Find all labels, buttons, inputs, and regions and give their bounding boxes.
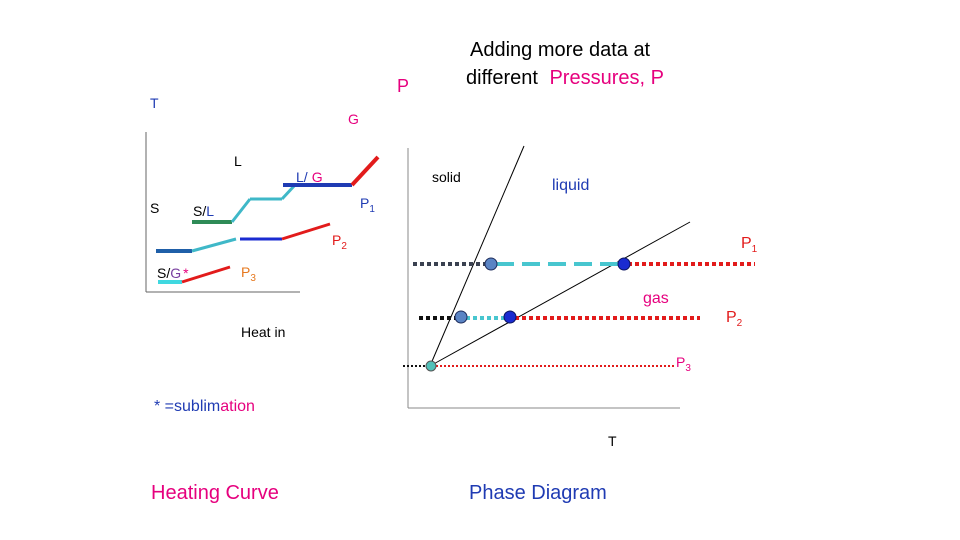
p3-triple-point [425, 360, 437, 372]
heating-liquid-label: L [234, 153, 242, 169]
p2-boiling-point [503, 310, 517, 324]
phase-p3-sub: 3 [685, 363, 691, 374]
phase-x-axis-label: T [608, 433, 617, 449]
p2-gas-segment [281, 222, 331, 241]
heating-gas-label: G [348, 111, 359, 127]
sublimation-footnote: * =sublimation [154, 398, 255, 415]
solid-liquid-boundary [429, 145, 525, 367]
heating-p1-label: P1 [360, 195, 375, 215]
p2-liquid-segment [191, 237, 237, 253]
p1-gas-segment [350, 155, 380, 187]
phase-p3-label: P3 [676, 354, 691, 374]
heating-p2-sub: 2 [341, 241, 347, 252]
slide-title-line2: different Pressures, P [466, 67, 664, 89]
slide-title-line1: Adding more data at [470, 39, 651, 61]
footnote-tail: ation [220, 398, 255, 415]
heating-p1-main: P [360, 195, 369, 211]
heating-p2-label: P2 [332, 232, 347, 252]
phase-diagram: solid liquid gas P1 P2 P3 T Phase Diagra… [403, 145, 758, 504]
heating-curve: P T G S S/L L L/G S/G * [145, 76, 409, 504]
heating-p2-main: P [332, 232, 341, 248]
heating-p3-sub: 3 [250, 273, 256, 284]
slide-title-prefix: different [466, 67, 538, 89]
heating-solid-liquid-label: S/L [193, 203, 214, 219]
p1-liquid-rise [280, 183, 297, 201]
heating-curve-caption: Heating Curve [151, 482, 279, 504]
heating-sublimation-label: S/G * [157, 265, 189, 281]
p1-melting-point [484, 257, 498, 271]
heating-t-axis-label: T [150, 95, 159, 111]
footnote-star: * [154, 398, 165, 415]
sl-s-part: S/ [193, 203, 206, 219]
phase-p2-main: P [726, 309, 737, 326]
p3-gas-segment [181, 265, 231, 284]
heating-p1-sub: 1 [369, 204, 375, 215]
phase-p1-sub: 1 [752, 244, 758, 255]
phase-liquid-label: liquid [552, 177, 589, 194]
heating-liquid-gas-label: L/G [296, 169, 323, 185]
heating-solid-label: S [150, 200, 159, 216]
phase-diagram-caption: Phase Diagram [469, 482, 607, 504]
sg-s-part: S/ [157, 265, 170, 281]
p1-heating-segment [230, 198, 252, 223]
phase-p1-main: P [741, 235, 752, 252]
phase-p1-label: P1 [741, 235, 758, 255]
slide-title-highlight: Pressures, P [549, 67, 663, 89]
p2-melting-point [454, 310, 468, 324]
lg-l-part: L/ [296, 169, 308, 185]
heating-pressure-label: P [397, 76, 409, 96]
footnote-eq: =sublim [165, 398, 221, 415]
sg-star-part: * [183, 265, 189, 281]
lg-g-part: G [312, 169, 323, 185]
heating-p3-label: P3 [241, 264, 256, 284]
sl-l-part: L [206, 203, 214, 219]
phase-solid-label: solid [432, 169, 461, 185]
phase-p3-main: P [676, 354, 685, 370]
heating-p3-main: P [241, 264, 250, 280]
phase-gas-label: gas [643, 290, 669, 307]
sg-g-part: G [170, 265, 181, 281]
liquid-gas-boundary [429, 221, 691, 367]
phase-p2-sub: 2 [737, 318, 743, 329]
p1-boiling-point [617, 257, 631, 271]
phase-p2-label: P2 [726, 309, 743, 329]
heating-x-axis-label: Heat in [241, 324, 285, 340]
